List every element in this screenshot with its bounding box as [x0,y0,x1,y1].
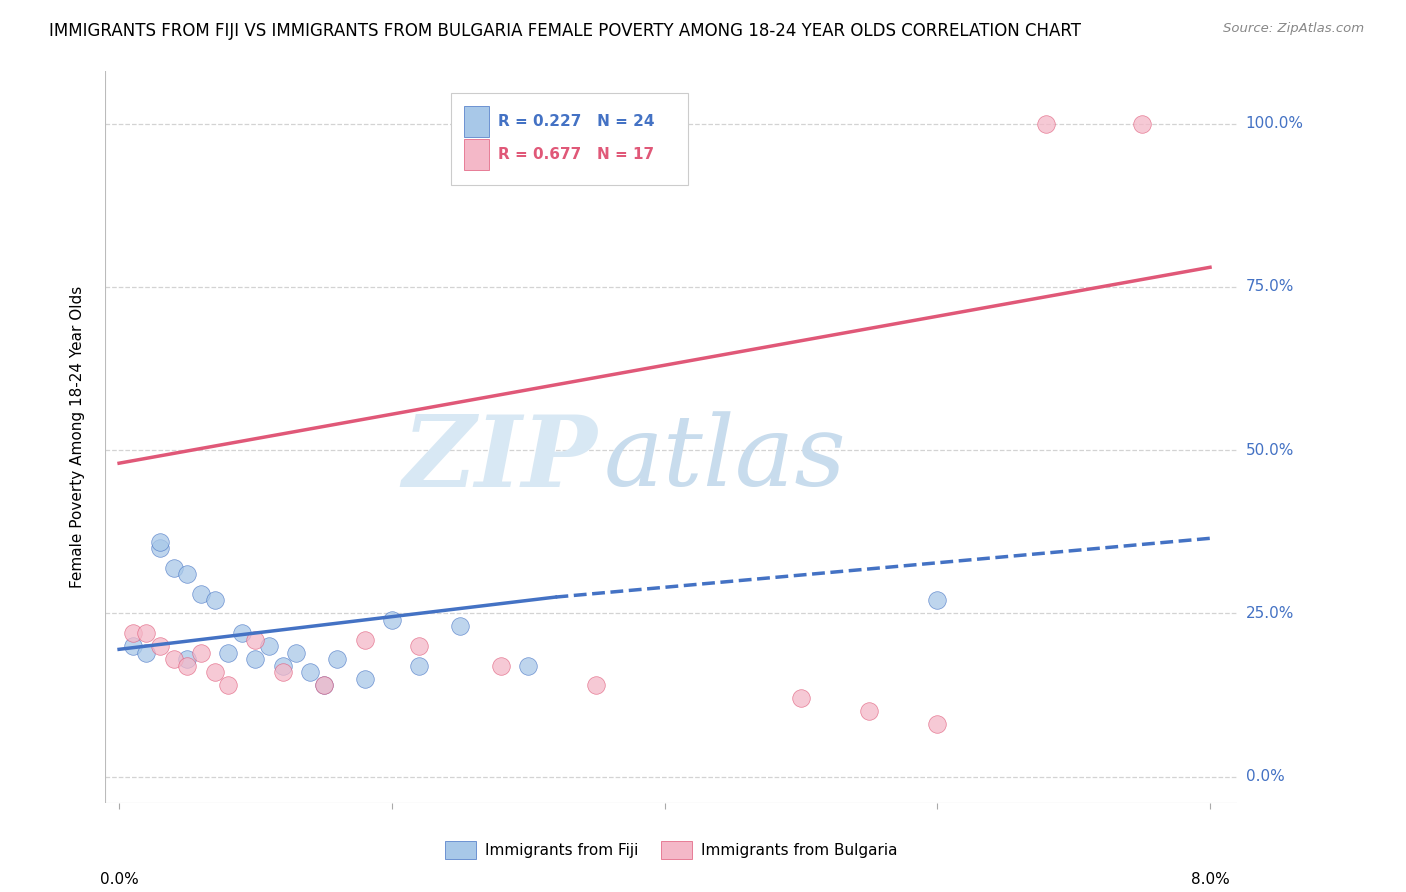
Point [1130,117,1153,131]
Point [149,639,172,653]
Point [585,678,607,692]
Point [312,678,335,692]
Point [271,665,294,680]
Point [353,632,375,647]
Text: atlas: atlas [603,411,846,507]
Text: IMMIGRANTS FROM FIJI VS IMMIGRANTS FROM BULGARIA FEMALE POVERTY AMONG 18-24 YEAR: IMMIGRANTS FROM FIJI VS IMMIGRANTS FROM … [49,22,1081,40]
Point [135,626,157,640]
FancyBboxPatch shape [464,106,489,137]
Text: 50.0%: 50.0% [1246,442,1294,458]
Point [927,593,949,607]
Point [204,593,226,607]
Point [162,560,184,574]
Point [326,652,349,666]
Legend: Immigrants from Fiji, Immigrants from Bulgaria: Immigrants from Fiji, Immigrants from Bu… [439,835,904,864]
Point [149,534,172,549]
Y-axis label: Female Poverty Among 18-24 Year Olds: Female Poverty Among 18-24 Year Olds [70,286,84,588]
Point [176,658,198,673]
Text: 25.0%: 25.0% [1246,606,1294,621]
Point [245,632,267,647]
Point [217,646,239,660]
Point [190,587,212,601]
Point [408,639,430,653]
Point [257,639,280,653]
Point [489,658,512,673]
Text: 8.0%: 8.0% [1191,872,1229,888]
Point [204,665,226,680]
Point [790,691,813,706]
Text: ZIP: ZIP [402,411,598,508]
Point [381,613,404,627]
Point [162,652,184,666]
Point [231,626,253,640]
Point [121,626,143,640]
FancyBboxPatch shape [451,94,689,185]
Text: R = 0.227   N = 24: R = 0.227 N = 24 [498,114,655,129]
Point [149,541,172,555]
Point [121,639,143,653]
Point [1035,117,1057,131]
Text: 0.0%: 0.0% [100,872,138,888]
Point [285,646,308,660]
FancyBboxPatch shape [464,139,489,170]
Point [353,672,375,686]
Text: 75.0%: 75.0% [1246,279,1294,294]
Point [176,567,198,582]
Point [312,678,335,692]
Point [517,658,540,673]
Point [298,665,321,680]
Text: 100.0%: 100.0% [1246,116,1303,131]
Point [271,658,294,673]
Point [135,646,157,660]
Point [190,646,212,660]
Point [217,678,239,692]
Text: Source: ZipAtlas.com: Source: ZipAtlas.com [1223,22,1364,36]
Point [449,619,471,633]
Point [858,705,880,719]
Text: R = 0.677   N = 17: R = 0.677 N = 17 [498,147,654,162]
Text: 0.0%: 0.0% [1246,769,1284,784]
Point [408,658,430,673]
Point [927,717,949,731]
Point [176,652,198,666]
Point [245,652,267,666]
